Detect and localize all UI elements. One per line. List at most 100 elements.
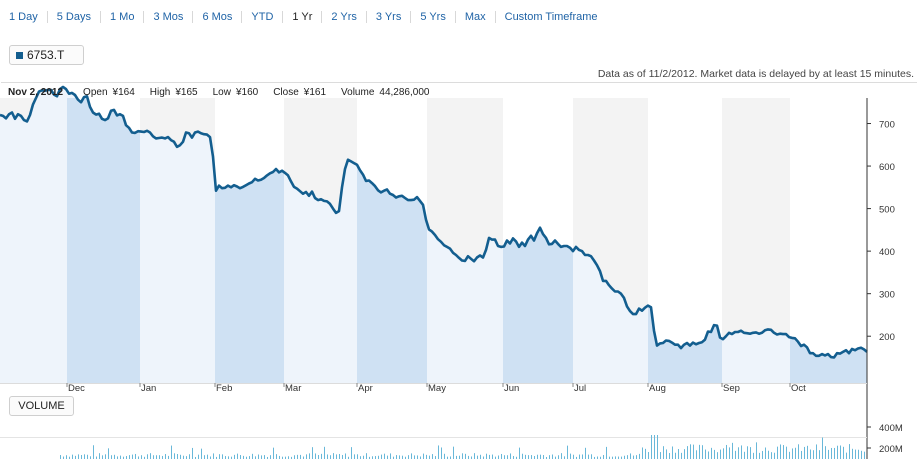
volume-value: 44,286,000 bbox=[379, 87, 430, 98]
volume-bar bbox=[651, 435, 652, 459]
high-value: ¥165 bbox=[175, 87, 198, 98]
volume-label: Volume bbox=[341, 87, 375, 98]
volume-bar bbox=[723, 448, 724, 459]
volume-bar bbox=[528, 455, 529, 459]
volume-bar bbox=[489, 454, 490, 459]
volume-bar bbox=[711, 447, 712, 459]
volume-bar bbox=[576, 456, 577, 459]
volume-bar bbox=[753, 452, 754, 459]
volume-bar bbox=[180, 454, 181, 459]
timeframe-1-day[interactable]: 1 Day bbox=[0, 11, 48, 23]
ticker-legend[interactable]: 6753.T bbox=[9, 45, 84, 65]
volume-bar bbox=[273, 447, 274, 459]
timeframe-1-mo[interactable]: 1 Mo bbox=[101, 11, 145, 23]
volume-bar bbox=[495, 456, 496, 459]
volume-bar bbox=[162, 455, 163, 459]
volume-bar bbox=[297, 454, 298, 459]
volume-bar bbox=[414, 455, 415, 459]
timeframe-3-yrs[interactable]: 3 Yrs bbox=[367, 11, 412, 23]
timeframe-5-yrs[interactable]: 5 Yrs bbox=[411, 11, 456, 23]
ticker-label: 6753.T bbox=[27, 48, 65, 62]
volume-bar bbox=[546, 456, 547, 459]
timeframe-5-days[interactable]: 5 Days bbox=[48, 11, 101, 23]
volume-bar bbox=[312, 447, 313, 459]
y-tick-label: 700 bbox=[879, 120, 895, 131]
volume-bar bbox=[192, 447, 193, 459]
y-tick-label: 300 bbox=[879, 290, 895, 301]
volume-bar bbox=[99, 453, 100, 459]
volume-bar bbox=[537, 454, 538, 459]
volume-bar bbox=[633, 455, 634, 459]
volume-bar bbox=[123, 456, 124, 459]
volume-bar bbox=[741, 445, 742, 459]
x-tick-label: Apr bbox=[358, 383, 373, 394]
volume-bar bbox=[111, 455, 112, 459]
volume-bar bbox=[693, 444, 694, 459]
volume-bar bbox=[657, 435, 658, 459]
volume-bar bbox=[642, 447, 643, 459]
volume-bar bbox=[570, 453, 571, 459]
volume-bar bbox=[702, 445, 703, 459]
volume-bar bbox=[798, 444, 799, 459]
volume-bar bbox=[141, 455, 142, 459]
volume-bar bbox=[63, 456, 64, 459]
volume-bar bbox=[405, 456, 406, 459]
volume-bar bbox=[75, 455, 76, 459]
volume-bar bbox=[486, 453, 487, 459]
volume-bar bbox=[684, 449, 685, 459]
timeframe-6-mos[interactable]: 6 Mos bbox=[193, 11, 243, 23]
volume-bar bbox=[618, 456, 619, 459]
volume-bar bbox=[615, 456, 616, 459]
timeframe-1-yr[interactable]: 1 Yr bbox=[283, 11, 323, 23]
volume-bar bbox=[249, 456, 250, 459]
chart-frame bbox=[1, 82, 917, 459]
x-tick-label: Feb bbox=[216, 383, 232, 394]
volume-bar bbox=[90, 456, 91, 459]
volume-bar bbox=[477, 455, 478, 459]
volume-bar bbox=[765, 447, 766, 459]
timeframe-ytd[interactable]: YTD bbox=[242, 11, 284, 23]
volume-bar bbox=[228, 456, 229, 459]
volume-bar bbox=[234, 454, 235, 459]
volume-bar bbox=[855, 449, 856, 459]
volume-bar bbox=[183, 455, 184, 459]
volume-bar bbox=[660, 452, 661, 459]
volume-bar bbox=[465, 453, 466, 459]
volume-bar bbox=[531, 455, 532, 459]
timeframe-3-mos[interactable]: 3 Mos bbox=[144, 11, 194, 23]
volume-bar bbox=[567, 445, 568, 459]
quote-date: Nov 2, 2012 bbox=[8, 87, 64, 98]
volume-bar bbox=[108, 448, 109, 459]
y-tick-label: 600 bbox=[879, 162, 895, 173]
volume-bar bbox=[429, 455, 430, 459]
quote-info-row: Nov 2, 2012 Open ¥164 High ¥165 Low ¥160… bbox=[8, 87, 444, 98]
high-label: High bbox=[149, 87, 171, 98]
y-tick-label: 500 bbox=[879, 205, 895, 216]
volume-bar bbox=[135, 453, 136, 459]
volume-bar bbox=[177, 454, 178, 459]
volume-bar bbox=[480, 454, 481, 459]
volume-toggle-button[interactable]: VOLUME bbox=[9, 396, 74, 416]
volume-bar bbox=[198, 454, 199, 459]
volume-bar bbox=[474, 453, 475, 459]
volume-axis-label: 400M bbox=[879, 423, 903, 434]
volume-bar bbox=[729, 447, 730, 459]
volume-bar bbox=[603, 455, 604, 459]
volume-bar bbox=[747, 446, 748, 459]
timeframe-custom-timeframe[interactable]: Custom Timeframe bbox=[504, 11, 598, 23]
volume-bar bbox=[774, 452, 775, 459]
volume-bar bbox=[456, 455, 457, 459]
volume-bar bbox=[360, 456, 361, 459]
volume-bar bbox=[189, 454, 190, 459]
timeframe-2-yrs[interactable]: 2 Yrs bbox=[322, 11, 367, 23]
volume-bar bbox=[117, 456, 118, 459]
volume-bar bbox=[687, 446, 688, 459]
volume-bar bbox=[210, 456, 211, 459]
timeframe-max[interactable]: Max bbox=[456, 11, 496, 23]
volume-bar bbox=[294, 455, 295, 459]
volume-axis-label: 200M bbox=[879, 444, 903, 455]
volume-bar bbox=[387, 455, 388, 459]
low-label: Low bbox=[212, 87, 231, 98]
volume-bar bbox=[696, 450, 697, 459]
